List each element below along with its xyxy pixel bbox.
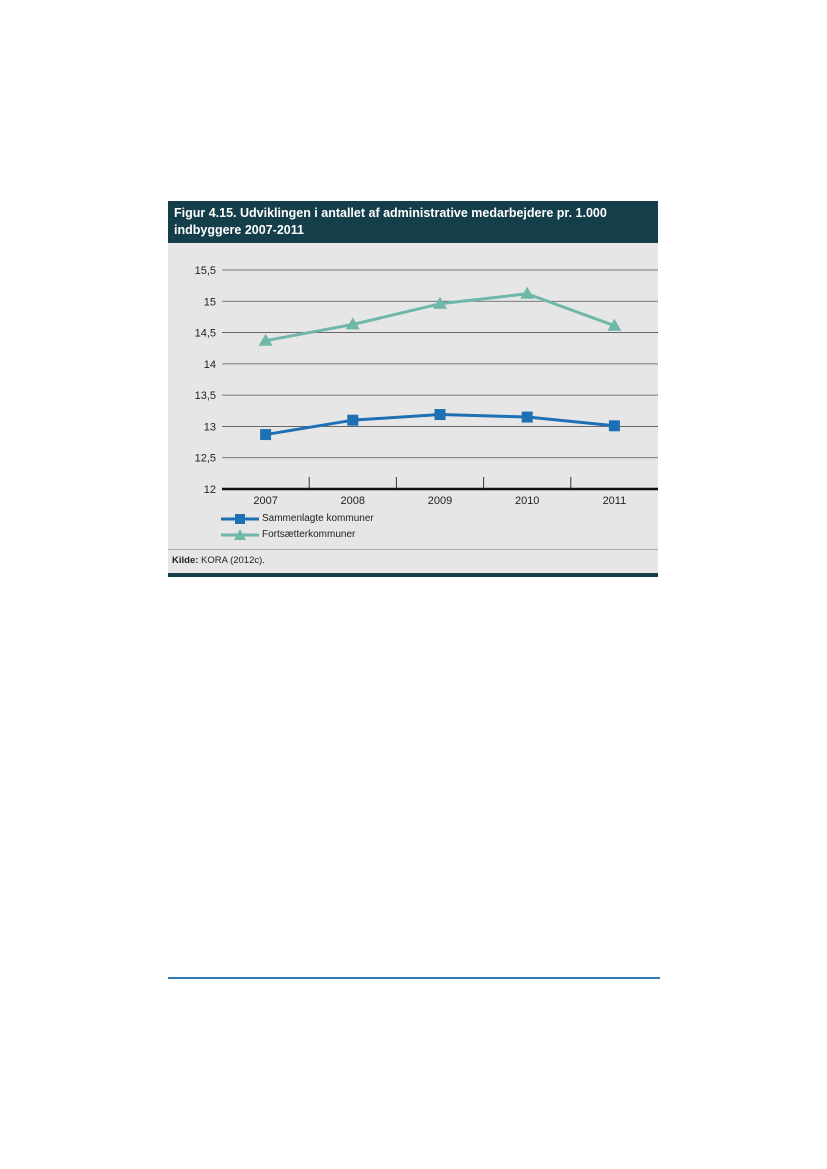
legend-label-fortsaetter: Fortsætterkommuner	[262, 529, 356, 540]
footer-rule	[168, 977, 660, 979]
figure-panel: Figur 4.15. Udviklingen i antallet af ad…	[168, 201, 658, 577]
y-tick-label: 15,5	[195, 265, 216, 277]
data-point	[260, 429, 272, 441]
legend-label-sammenlagte: Sammenlagte kommuner	[262, 513, 374, 524]
chart-legend: Sammenlagte kommuner Fortsætterkommuner	[220, 511, 520, 547]
data-point	[607, 318, 622, 331]
source-divider	[168, 549, 658, 550]
y-tick-label: 12	[204, 484, 216, 496]
data-point	[433, 296, 447, 309]
series-fortsaetter	[258, 286, 622, 346]
y-tick-label: 12,5	[195, 453, 216, 465]
series-sammenlagte	[260, 409, 620, 441]
data-point	[258, 333, 273, 346]
data-point	[608, 420, 620, 432]
y-tick-label: 14	[204, 359, 216, 371]
y-tick-label: 13	[204, 421, 216, 433]
data-point	[521, 411, 533, 423]
x-tick-label: 2010	[515, 495, 539, 507]
y-tick-label: 13,5	[195, 390, 216, 402]
x-axis: 2007 2008 2009 2010 2011	[222, 477, 658, 507]
y-tick-label: 15	[204, 296, 216, 308]
x-tick-label: 2007	[253, 495, 277, 507]
figure-bottom-bar	[168, 573, 658, 577]
source-text: KORA (2012c).	[201, 555, 265, 566]
y-axis-ticks: 12 12,5 13 13,5 14 14,5 15 15,5	[195, 265, 216, 496]
figure-title: Figur 4.15. Udviklingen i antallet af ad…	[174, 206, 607, 237]
legend-item-fortsaetter: Fortsætterkommuner	[220, 527, 520, 543]
x-tick-label: 2009	[428, 495, 452, 507]
x-tick-label: 2011	[603, 495, 627, 507]
y-tick-label: 14,5	[195, 328, 216, 340]
data-point	[345, 317, 360, 330]
data-point	[520, 286, 535, 299]
figure-header: Figur 4.15. Udviklingen i antallet af ad…	[168, 201, 658, 243]
legend-swatch-sammenlagte	[221, 514, 259, 524]
series-lines	[258, 286, 622, 441]
legend-item-sammenlagte: Sammenlagte kommuner	[220, 511, 520, 527]
data-point	[347, 414, 359, 426]
source-note: Kilde: KORA (2012c).	[172, 555, 265, 566]
legend-swatch-fortsaetter	[221, 529, 259, 540]
data-point	[434, 409, 446, 421]
source-label: Kilde:	[172, 555, 199, 566]
line-chart: 12 12,5 13 13,5 14 14,5 15 15,5 2007 2008 2009 201…	[195, 265, 658, 507]
x-tick-label: 2008	[341, 495, 365, 507]
